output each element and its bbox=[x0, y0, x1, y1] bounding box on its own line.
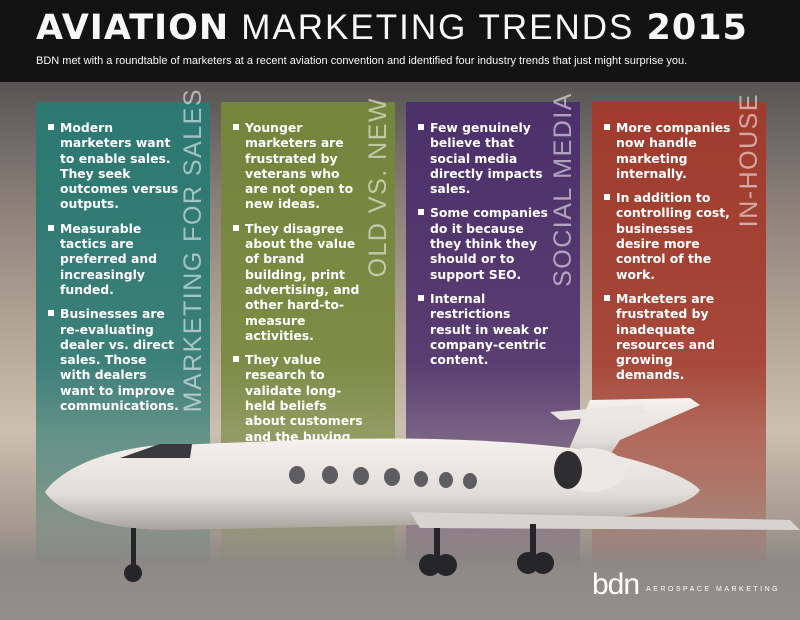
title-part: AVIATION bbox=[36, 8, 230, 48]
window bbox=[322, 466, 338, 484]
bullet: In addition to controlling cost, busines… bbox=[604, 190, 736, 282]
windows bbox=[289, 466, 477, 489]
gear-strut bbox=[131, 528, 136, 568]
window bbox=[353, 467, 369, 485]
landing-gear bbox=[124, 524, 554, 582]
bullet: They disagree about the value of brand b… bbox=[233, 221, 365, 343]
logo: bdn bbox=[592, 568, 640, 601]
tagline: AEROSPACE MARKETING bbox=[646, 586, 781, 593]
wheel bbox=[419, 554, 441, 576]
subtitle: BDN met with a roundtable of marketers a… bbox=[36, 55, 688, 67]
window bbox=[463, 473, 477, 489]
window bbox=[384, 468, 400, 486]
wheel bbox=[532, 552, 554, 574]
header-bar: AVIATION MARKETING TRENDS 2015 BDN met w… bbox=[0, 0, 800, 82]
bullet-list: More companies now handle marketing inte… bbox=[604, 120, 736, 392]
wheel bbox=[124, 564, 142, 582]
window bbox=[414, 471, 428, 487]
wing bbox=[410, 512, 800, 530]
stabilizer bbox=[550, 405, 650, 420]
bullet: Measurable tactics are preferred and inc… bbox=[48, 221, 180, 297]
bullet: They value research to validate long-hel… bbox=[233, 352, 365, 459]
bullet-list: Younger marketers are frustrated by vete… bbox=[233, 120, 365, 468]
bullet-list: Few genuinely believe that social media … bbox=[418, 120, 550, 376]
bullet: Younger marketers are frustrated by vete… bbox=[233, 120, 365, 212]
title: AVIATION MARKETING TRENDS 2015 bbox=[36, 8, 748, 48]
window bbox=[289, 466, 305, 484]
gear-strut bbox=[530, 524, 536, 556]
bullet: Some companies do it because they think … bbox=[418, 205, 550, 282]
bullet: Modern marketers want to enable sales. T… bbox=[48, 120, 180, 212]
title-part: MARKETING TRENDS bbox=[241, 8, 635, 47]
fuselage bbox=[45, 438, 700, 530]
bullet: Internal restrictions result in weak or … bbox=[418, 291, 550, 367]
trend-column: IN-HOUSE More companies now handle market… bbox=[592, 93, 766, 572]
bullet: Few genuinely believe that social media … bbox=[418, 120, 550, 196]
gear-strut bbox=[434, 528, 440, 558]
bullet: Businesses are re-evaluating dealer vs. … bbox=[48, 306, 180, 413]
bullet: Marketers are frustrated by inadequate r… bbox=[604, 291, 736, 383]
engine-intake bbox=[554, 451, 582, 489]
cockpit-window bbox=[120, 444, 192, 458]
bullet-list: Modern marketers want to enable sales. T… bbox=[48, 120, 180, 422]
wheel bbox=[435, 554, 457, 576]
title-part: 2015 bbox=[646, 8, 748, 48]
window bbox=[439, 472, 453, 488]
bullet: More companies now handle marketing inte… bbox=[604, 120, 736, 181]
